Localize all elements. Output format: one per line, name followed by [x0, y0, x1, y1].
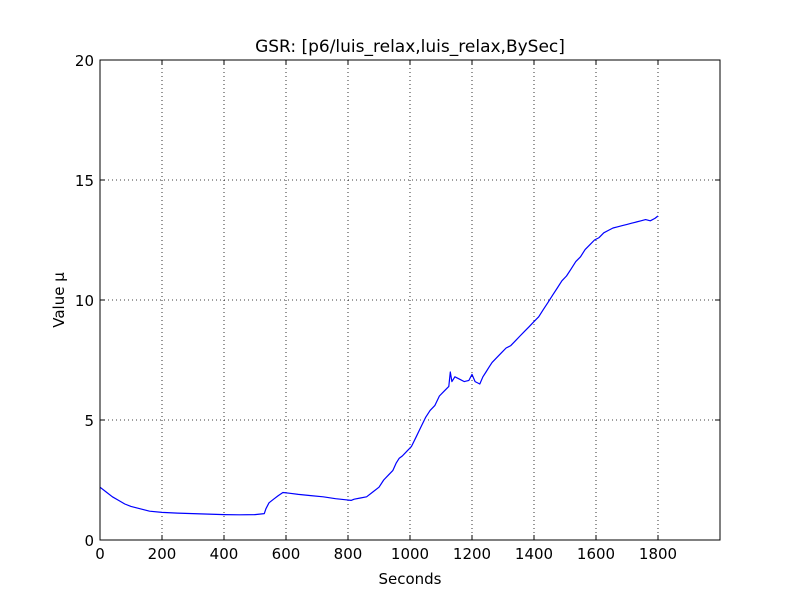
- x-tick-label: 400: [210, 545, 239, 563]
- data-series: [99, 215, 659, 516]
- y-axis-label: Value µ: [50, 272, 68, 328]
- x-tick-label: 1600: [577, 545, 615, 563]
- x-axis-label: Seconds: [378, 570, 441, 588]
- x-tick-label: 800: [334, 545, 363, 563]
- y-tick-label: 15: [75, 172, 94, 190]
- x-tick-label: 1200: [453, 545, 491, 563]
- y-tick-label: 5: [84, 412, 94, 430]
- grid-lines: [100, 60, 720, 540]
- gsr-series-line: [99, 215, 659, 516]
- y-tick-label: 0: [84, 532, 94, 550]
- x-tick-label: 1800: [639, 545, 677, 563]
- chart-title: GSR: [p6/luis_relax,luis_relax,BySec]: [255, 37, 565, 57]
- x-tick-label: 0: [95, 545, 105, 563]
- y-tick-label: 10: [75, 292, 94, 310]
- axis-ticks: 0 200 400 600 800 1000 1200 1400 1600 1800 0 5 10 15 2…: [75, 52, 720, 563]
- x-tick-label: 1000: [391, 545, 429, 563]
- x-tick-label: 200: [148, 545, 177, 563]
- x-tick-label: 1400: [515, 545, 553, 563]
- x-tick-label: 600: [272, 545, 301, 563]
- y-tick-label: 20: [75, 52, 94, 70]
